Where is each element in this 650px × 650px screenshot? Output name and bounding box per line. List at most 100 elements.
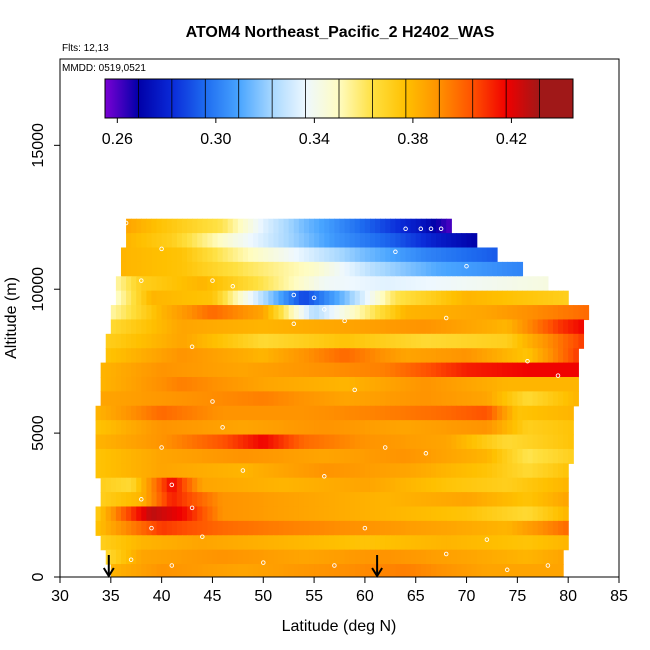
heatmap-cell <box>100 448 107 464</box>
heatmap-cell <box>410 276 417 292</box>
heatmap-cell <box>481 448 488 464</box>
y-axis-label: Altitude (m) <box>3 277 20 359</box>
heatmap-cell <box>558 564 564 577</box>
heatmap-cell <box>95 506 102 522</box>
heatmap-cell <box>248 261 254 277</box>
heatmap-cell <box>395 448 402 464</box>
heatmap-cell <box>293 333 300 349</box>
heatmap-cell <box>202 405 208 421</box>
sample-point <box>123 220 129 226</box>
heatmap-cell <box>187 535 193 551</box>
heatmap-cell <box>461 290 468 306</box>
heatmap-cell <box>354 506 361 522</box>
heatmap-cell <box>441 549 447 565</box>
heatmap-cell <box>339 520 346 536</box>
heatmap-cell <box>364 420 371 436</box>
heatmap-cell <box>319 434 325 450</box>
heatmap-cell <box>527 492 534 508</box>
heatmap-cell <box>136 362 142 378</box>
heatmap-cell <box>375 477 381 493</box>
heatmap-cell <box>131 492 137 508</box>
heatmap-cell <box>512 261 518 277</box>
heatmap-row <box>115 276 549 292</box>
heatmap-cell <box>171 319 178 335</box>
heatmap-cell <box>451 549 457 565</box>
heatmap-cell <box>136 333 142 349</box>
heatmap-cell <box>253 506 259 522</box>
heatmap-cell <box>126 477 132 493</box>
heatmap-cell <box>461 549 468 565</box>
heatmap-cell <box>385 448 391 464</box>
heatmap-cell <box>268 247 275 263</box>
heatmap-row <box>95 520 569 536</box>
heatmap-cell <box>161 233 168 249</box>
heatmap-cell <box>237 218 244 234</box>
heatmap-cell <box>420 233 427 249</box>
heatmap-cell <box>131 261 137 277</box>
heatmap-cell <box>303 434 310 450</box>
heatmap-cell <box>354 305 361 321</box>
heatmap-cell <box>156 405 163 421</box>
heatmap-cell <box>369 376 376 392</box>
heatmap-cell <box>532 362 539 378</box>
colorbar-segment <box>138 79 173 118</box>
heatmap-cell <box>283 333 290 349</box>
heatmap-cell <box>456 405 463 421</box>
heatmap-cell <box>334 362 341 378</box>
heatmap-cell <box>253 520 259 536</box>
heatmap-cell <box>430 477 437 493</box>
heatmap-cell <box>115 276 122 292</box>
heatmap-cell <box>359 549 366 565</box>
heatmap-cell <box>181 305 188 321</box>
heatmap-cell <box>339 261 346 277</box>
heatmap-cell <box>232 420 239 436</box>
heatmap-cell <box>314 434 320 450</box>
heatmap-cell <box>385 463 391 479</box>
heatmap-cell <box>497 420 503 436</box>
heatmap-cell <box>151 463 158 479</box>
heatmap-cell <box>176 535 183 551</box>
heatmap-cell <box>522 477 529 493</box>
heatmap-cell <box>187 520 193 536</box>
heatmap-cell <box>324 233 330 249</box>
heatmap-cell <box>273 434 280 450</box>
heatmap-cell <box>136 463 142 479</box>
heatmap-cell <box>395 549 402 565</box>
heatmap-cell <box>491 420 498 436</box>
heatmap-cell <box>390 276 396 292</box>
heatmap-cell <box>425 434 432 450</box>
sample-point <box>169 563 175 568</box>
heatmap-cell <box>136 247 142 263</box>
heatmap-cell <box>375 276 381 292</box>
heatmap-cell <box>481 305 488 321</box>
heatmap-cell <box>273 549 280 565</box>
heatmap-cell <box>354 564 361 577</box>
heatmap-cell <box>339 463 346 479</box>
heatmap-cell <box>131 405 137 421</box>
heatmap-cell <box>278 305 285 321</box>
heatmap-cell <box>385 492 391 508</box>
heatmap-cell <box>420 305 427 321</box>
heatmap-cell <box>349 305 356 321</box>
heatmap-cell <box>547 290 554 306</box>
heatmap-cell <box>237 362 244 378</box>
heatmap-cell <box>131 247 137 263</box>
heatmap-cell <box>222 362 229 378</box>
heatmap-cell <box>547 434 554 450</box>
heatmap-cell <box>227 549 234 565</box>
heatmap-cell <box>212 376 219 392</box>
heatmap-cell <box>385 420 391 436</box>
y-tick-label: 0 <box>30 572 47 581</box>
heatmap-cell <box>192 420 198 436</box>
heatmap-cell <box>461 261 468 277</box>
heatmap-cell <box>436 506 442 522</box>
heatmap-cell <box>283 247 290 263</box>
heatmap-cell <box>232 448 239 464</box>
heatmap-cell <box>115 333 122 349</box>
heatmap-cell <box>115 305 122 321</box>
heatmap-cell <box>197 564 203 577</box>
heatmap-cell <box>405 376 412 392</box>
heatmap-cell <box>502 305 508 321</box>
heatmap-cell <box>552 348 559 364</box>
heatmap-cell <box>456 261 463 277</box>
